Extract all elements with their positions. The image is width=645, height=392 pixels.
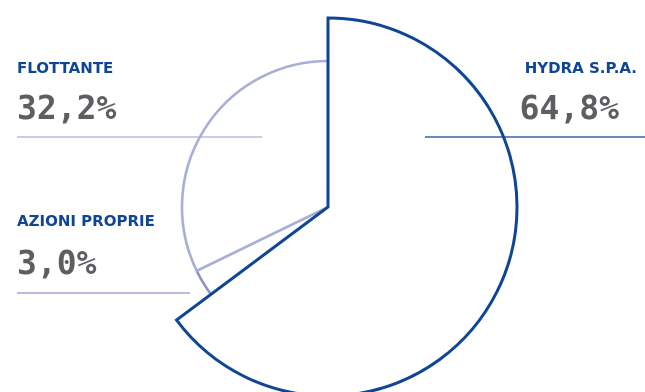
slice-hydra [174, 16, 519, 392]
slice-flottante [180, 59, 330, 273]
slice-label-flottante: FLOTTANTE [17, 59, 114, 77]
slice-label-hydra: HYDRA S.P.A. [524, 59, 637, 77]
slice-value-azioni-proprie: 3,0% [17, 243, 97, 282]
pie-slices [174, 16, 519, 392]
leader-lines [17, 136, 645, 294]
slice-value-hydra: 64,8% [519, 88, 619, 127]
slice-value-flottante: 32,2% [17, 88, 117, 127]
slice-label-azioni-proprie: AZIONI PROPRIE [17, 212, 155, 230]
